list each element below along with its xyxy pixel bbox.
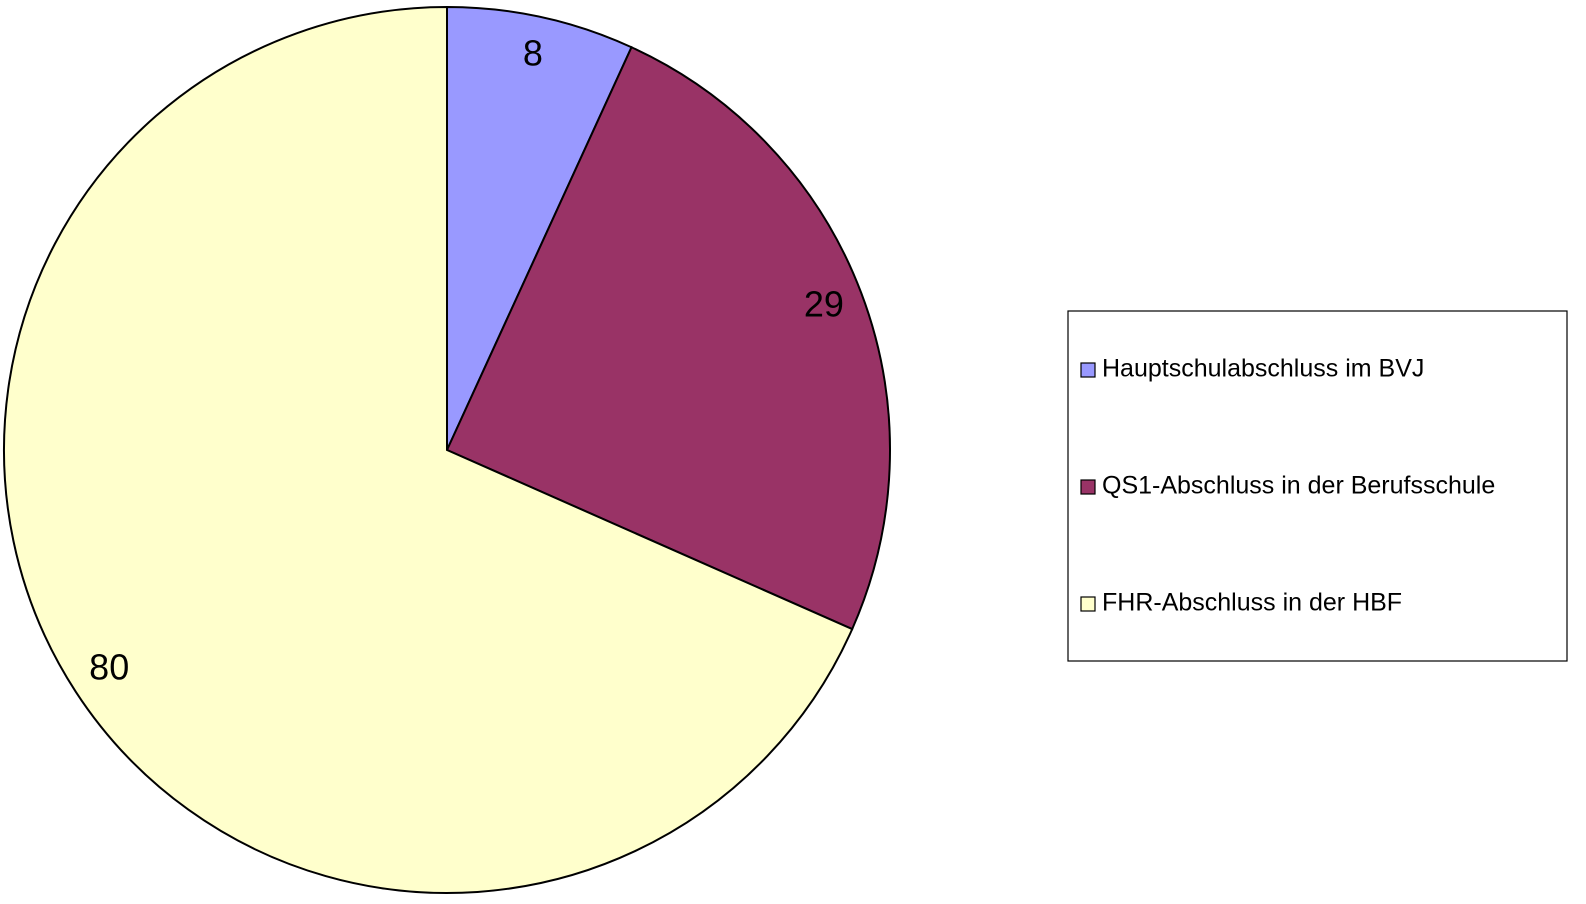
legend-marker [1080,362,1096,378]
legend-box [1067,310,1568,662]
data-label: 80 [89,647,129,688]
data-label: 29 [804,284,844,325]
legend-marker [1080,596,1096,612]
pie-slice [3,5,854,894]
legend-label: QS1-Abschluss in der Berufsschule [1102,472,1495,500]
data-label: 8 [523,33,543,74]
legend-marker [1080,479,1096,495]
pie-slice [445,45,891,631]
legend-label: Hauptschulabschluss im BVJ [1102,355,1424,383]
legend-label: FHR-Abschluss in der HBF [1102,589,1402,617]
pie-slice [446,5,633,451]
